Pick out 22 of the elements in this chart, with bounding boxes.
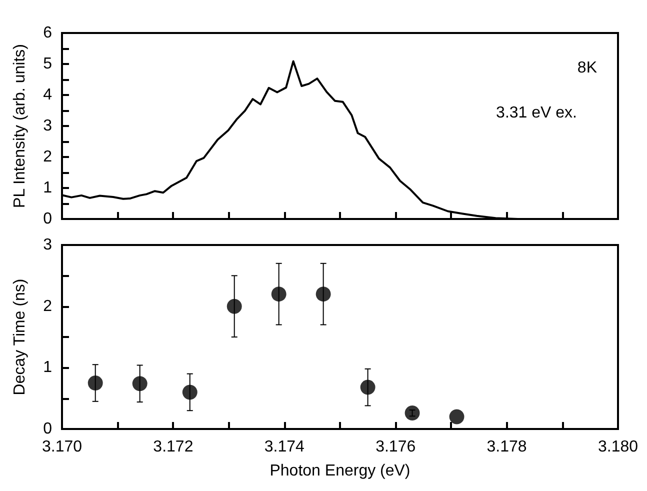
y-tick-label: 1 [43, 359, 52, 376]
x-tick-label: 3.176 [376, 438, 416, 456]
y-axis-title: Decay Time (ns) [12, 278, 28, 396]
y-tick-label: 2 [43, 148, 52, 166]
y-tick-label: 4 [43, 86, 52, 104]
x-tick-label: 3.178 [486, 438, 527, 456]
x-tick-label: 3.172 [153, 438, 194, 456]
y-tick-label: 3 [43, 236, 52, 254]
y-tick-label: 1 [43, 180, 52, 196]
y-tick-label: 3 [43, 118, 52, 134]
y-tick-label: 0 [43, 210, 52, 228]
y-tick-label: 2 [43, 298, 52, 315]
x-tick-label: 3.170 [42, 438, 82, 456]
annotation: 3.31 eV ex. [496, 104, 578, 122]
annotation: 8K [577, 60, 598, 76]
y-axis-title: PL Intensity (arb. units) [12, 44, 28, 208]
y-tick-label: 5 [43, 56, 52, 72]
x-axis-title: Photon Energy (eV) [270, 462, 410, 480]
x-tick-label: 3.174 [264, 438, 305, 456]
y-tick-label: 6 [43, 24, 52, 42]
x-tick-label: 3.180 [598, 438, 638, 456]
y-tick-label: 0 [43, 420, 52, 438]
